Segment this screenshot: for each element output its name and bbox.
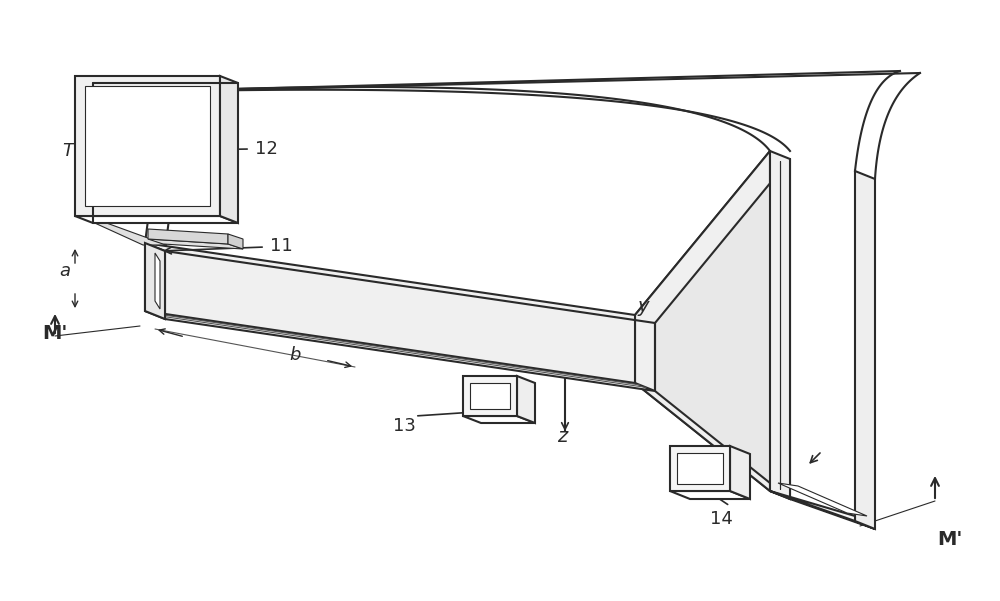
Polygon shape <box>463 416 535 423</box>
Polygon shape <box>463 376 517 416</box>
Text: 11: 11 <box>270 237 293 255</box>
Text: x: x <box>451 305 463 323</box>
Polygon shape <box>148 239 243 249</box>
Text: 12: 12 <box>255 140 278 158</box>
Polygon shape <box>730 446 750 499</box>
Polygon shape <box>770 491 875 529</box>
Polygon shape <box>677 453 723 484</box>
Polygon shape <box>635 151 770 491</box>
Polygon shape <box>670 491 750 499</box>
Text: M': M' <box>937 530 963 549</box>
Polygon shape <box>148 229 228 244</box>
Polygon shape <box>145 311 655 391</box>
Text: b: b <box>289 346 301 364</box>
Polygon shape <box>770 491 855 521</box>
Polygon shape <box>85 86 210 206</box>
Polygon shape <box>220 76 238 223</box>
Polygon shape <box>470 383 510 409</box>
Polygon shape <box>655 159 790 499</box>
Polygon shape <box>855 171 875 529</box>
Text: T: T <box>62 142 74 160</box>
Polygon shape <box>228 234 243 249</box>
Polygon shape <box>778 483 867 516</box>
Polygon shape <box>155 253 160 309</box>
Text: a: a <box>60 262 70 280</box>
Text: 14: 14 <box>710 510 733 528</box>
Polygon shape <box>517 376 535 423</box>
Polygon shape <box>75 216 238 223</box>
Polygon shape <box>145 243 635 383</box>
Polygon shape <box>75 214 167 245</box>
Text: M': M' <box>42 324 68 343</box>
Text: y: y <box>637 296 649 316</box>
Text: z: z <box>557 427 567 446</box>
Polygon shape <box>670 446 730 491</box>
Text: 13: 13 <box>393 417 416 435</box>
Polygon shape <box>145 243 165 319</box>
Polygon shape <box>75 76 220 216</box>
Polygon shape <box>770 151 790 499</box>
